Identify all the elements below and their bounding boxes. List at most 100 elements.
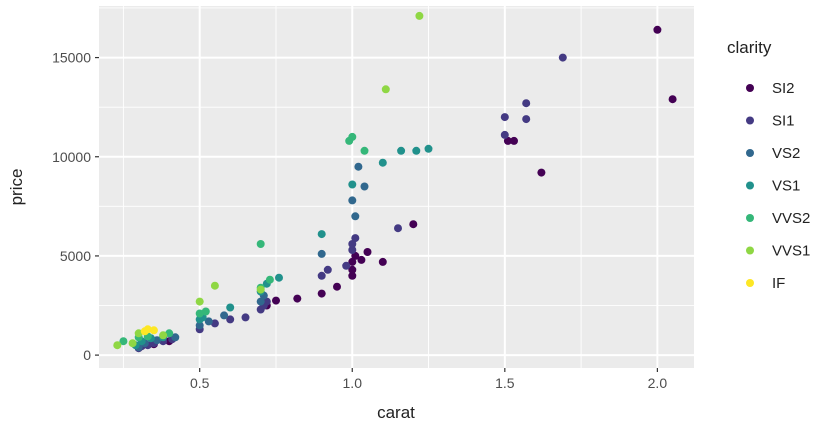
data-point-vs1: [317, 230, 326, 239]
data-point-vvs1: [256, 285, 265, 294]
legend-key-si1: [746, 116, 754, 125]
data-point-si1: [241, 313, 250, 322]
data-point-vs2: [256, 297, 265, 306]
legend-label-vs2: VS2: [772, 145, 800, 162]
data-point-vvs1: [134, 329, 143, 338]
legend-label-vs1: VS1: [772, 178, 800, 195]
data-point-vvs2: [195, 309, 204, 318]
legend-label-vvs2: VVS2: [772, 210, 810, 227]
grid-major: [99, 6, 694, 368]
data-point-si2: [510, 136, 518, 145]
data-point-vs2: [171, 333, 180, 342]
legend-label-if: IF: [772, 275, 785, 292]
data-point-si2: [348, 265, 357, 274]
x-tick-label: 1.5: [495, 375, 515, 391]
legend-label-si2: SI2: [772, 80, 795, 97]
data-point-vs1: [397, 146, 406, 155]
panel-background: [99, 6, 694, 368]
data-point-si2: [363, 248, 372, 256]
data-point-si1: [210, 319, 219, 328]
data-point-si2: [537, 168, 546, 177]
data-point-vvs1: [128, 339, 137, 348]
x-tick-label: 0.5: [190, 375, 210, 391]
data-point-vvs2: [265, 275, 274, 284]
data-point-vs2: [348, 196, 357, 205]
data-point-si2: [668, 95, 677, 104]
y-axis-ticks: 0 5000 10000 15000: [52, 50, 99, 363]
data-point-vvs1: [113, 341, 122, 350]
legend-key-vvs2: [746, 214, 754, 222]
legend-label-vvs1: VVS1: [772, 243, 810, 260]
x-tick-label: 1.0: [343, 375, 363, 391]
data-point-si1: [500, 113, 509, 122]
y-tick-label: 0: [83, 347, 91, 363]
x-axis-ticks: 0.5 1.0 1.5 2.0: [190, 368, 667, 391]
data-point-si2: [357, 255, 366, 264]
data-point-vs1: [412, 146, 421, 155]
data-point-vs1: [226, 303, 235, 312]
data-point-si1: [348, 240, 357, 248]
data-point-vs2: [354, 162, 363, 171]
legend-label-si1: SI1: [772, 113, 795, 130]
data-point-si2: [333, 282, 341, 291]
data-point-si2: [348, 257, 357, 266]
data-point-si1: [522, 99, 531, 108]
data-point-si2: [378, 257, 387, 266]
data-point-si1: [262, 297, 271, 306]
data-point-vvs1: [159, 331, 168, 340]
y-tick-label: 5000: [60, 248, 91, 264]
data-point-si1: [522, 115, 531, 124]
data-point-si2: [653, 25, 662, 34]
data-point-vs2: [153, 336, 161, 345]
data-point-si2: [348, 271, 357, 280]
data-point-si1: [500, 130, 509, 139]
legend-key-if: [746, 279, 754, 287]
data-point-vvs1: [210, 281, 219, 290]
legend-key-vvs1: [746, 246, 754, 255]
data-point-vvs1: [195, 297, 204, 306]
data-point-if: [143, 325, 152, 334]
data-point-vs2: [317, 249, 326, 258]
data-point-vvs2: [119, 337, 128, 346]
data-point-si2: [409, 220, 418, 229]
data-point-vvs1: [381, 85, 390, 94]
data-point-si1: [226, 315, 235, 324]
data-point-vvs2: [348, 132, 357, 141]
data-point-vvs2: [360, 146, 369, 155]
data-point-si1: [558, 53, 567, 62]
data-point-vvs1: [415, 11, 424, 20]
data-point-si1: [317, 271, 326, 280]
data-point-vvs2: [201, 307, 210, 316]
y-tick-label: 10000: [52, 149, 91, 165]
data-point-si2: [351, 251, 360, 260]
y-tick-label: 15000: [52, 50, 91, 66]
x-tick-label: 2.0: [648, 375, 668, 391]
data-point-vs1: [378, 158, 387, 167]
data-point-si2: [317, 289, 326, 298]
data-point-vs1: [424, 144, 433, 153]
data-point-si1: [348, 246, 357, 254]
data-point-vs2: [204, 317, 213, 326]
x-axis-title: carat: [377, 403, 415, 422]
data-point-si2: [503, 136, 512, 145]
data-point-si1: [342, 261, 351, 270]
data-point-si2: [272, 296, 280, 305]
legend: clarity SI2 SI1 VS2 VS1 VVS2 VVS1 IF: [727, 38, 810, 292]
data-point-vvs2: [256, 240, 265, 248]
legend-key-si2: [746, 84, 754, 92]
data-point-vs2: [360, 182, 369, 191]
y-axis-title: price: [7, 169, 26, 206]
data-point-vs2: [195, 321, 204, 330]
legend-key-vs2: [746, 149, 754, 157]
data-points: [113, 11, 677, 353]
data-point-si1: [351, 234, 360, 243]
data-point-vvs2: [165, 329, 174, 338]
data-point-vs1: [348, 180, 357, 189]
data-point-if: [149, 326, 158, 335]
legend-title: clarity: [727, 38, 772, 57]
data-point-vs2: [351, 212, 360, 221]
data-point-si2: [293, 294, 302, 303]
grid-minor: [99, 6, 694, 368]
data-point-si1: [323, 265, 332, 274]
